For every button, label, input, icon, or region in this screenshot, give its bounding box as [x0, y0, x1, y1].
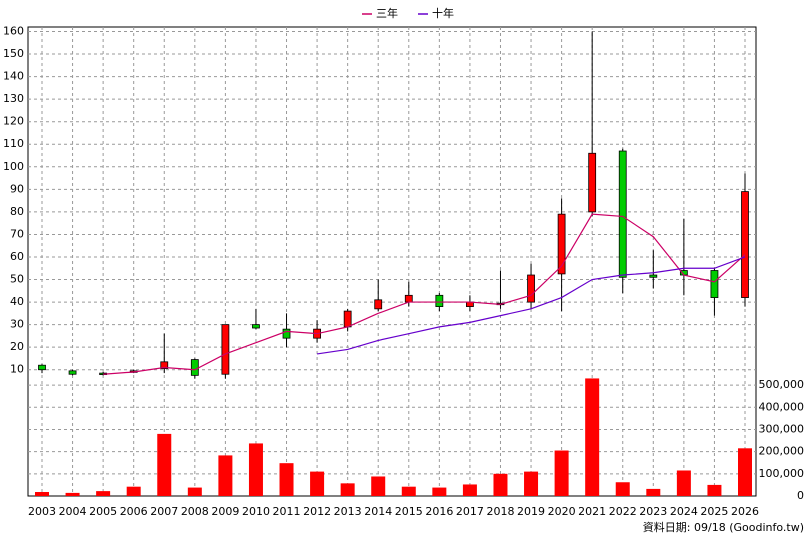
y2-tick-label: 200,000 — [759, 445, 805, 458]
y-tick-label: 130 — [3, 92, 24, 105]
volume-bar — [371, 476, 386, 496]
y-tick-label: 50 — [10, 273, 24, 286]
volume-bar — [340, 483, 355, 496]
y-tick-label: 120 — [3, 115, 24, 128]
x-tick-label: 2009 — [211, 505, 239, 518]
volume-bar — [279, 463, 294, 496]
x-tick-label: 2006 — [120, 505, 148, 518]
ma-line — [316, 256, 746, 355]
volume-bar — [187, 487, 202, 496]
volume-bar — [432, 487, 447, 496]
volume-bar — [126, 486, 141, 496]
y2-tick-label: 400,000 — [759, 400, 805, 413]
y-tick-label: 160 — [3, 25, 24, 38]
footer: 資料日期: 09/18 (Goodinfo.tw) — [643, 520, 804, 534]
legend-label: 十年 — [432, 6, 454, 20]
x-tick-label: 2005 — [89, 505, 117, 518]
volume-bar — [248, 443, 263, 496]
candle-body — [160, 361, 169, 369]
candle-body — [618, 150, 627, 278]
x-tick-label: 2015 — [395, 505, 423, 518]
x-tick-label: 2022 — [609, 505, 637, 518]
y-tick-label: 80 — [10, 205, 24, 218]
candle-body — [435, 294, 444, 307]
volume-bar — [401, 486, 416, 496]
candle-body — [557, 213, 566, 275]
x-tick-label: 2024 — [670, 505, 698, 518]
y-tick-label: 30 — [10, 318, 24, 331]
volume-bar — [493, 473, 508, 496]
candle-body — [404, 294, 413, 303]
y-tick-label: 110 — [3, 137, 24, 150]
candle-body — [649, 274, 658, 278]
candle-body — [374, 299, 383, 310]
x-tick-label: 2023 — [639, 505, 667, 518]
volume-bar — [676, 470, 691, 496]
x-tick-label: 2017 — [456, 505, 484, 518]
volume-bar — [615, 482, 630, 496]
y-tick-label: 90 — [10, 182, 24, 195]
y2-tick-label: 100,000 — [759, 467, 805, 480]
x-tick-label: 2014 — [364, 505, 392, 518]
y-tick-label: 150 — [3, 47, 24, 60]
candle-body — [221, 324, 230, 375]
candle-body — [252, 324, 260, 329]
candle-body — [38, 364, 46, 371]
x-tick-label: 2003 — [28, 505, 56, 518]
candle-body — [343, 310, 352, 328]
candle-body — [588, 152, 597, 213]
x-tick-label: 2019 — [517, 505, 545, 518]
y-tick-label: 10 — [10, 363, 24, 376]
x-tick-label: 2007 — [150, 505, 178, 518]
candle-body — [527, 274, 535, 303]
volume-bar — [585, 378, 600, 496]
y-tick-label: 20 — [10, 340, 24, 353]
volume-bar — [524, 471, 539, 496]
x-tick-label: 2026 — [731, 505, 759, 518]
volume-bar — [96, 491, 111, 496]
y-tick-label: 140 — [3, 70, 24, 83]
x-tick-label: 2020 — [548, 505, 576, 518]
candle-body — [710, 270, 719, 298]
volume-bar — [707, 484, 722, 496]
candle-body — [741, 191, 749, 298]
y2-tick-label: 0 — [797, 489, 804, 502]
x-tick-label: 2025 — [700, 505, 728, 518]
candle-body — [282, 328, 291, 339]
legend-label: 三年 — [376, 6, 398, 20]
x-tick-label: 2004 — [59, 505, 87, 518]
candle-body — [190, 359, 199, 376]
x-tick-label: 2013 — [334, 505, 362, 518]
x-tick-label: 2010 — [242, 505, 270, 518]
y-tick-label: 40 — [10, 295, 24, 308]
volume-bar — [310, 471, 325, 496]
y-tick-label: 100 — [3, 160, 24, 173]
volume-bar — [738, 448, 752, 496]
x-tick-label: 2018 — [486, 505, 514, 518]
x-tick-label: 2012 — [303, 505, 331, 518]
x-tick-label: 2011 — [273, 505, 301, 518]
volume-bar — [218, 455, 233, 496]
plot-frame — [27, 26, 757, 497]
volume-bar — [35, 492, 49, 496]
y-tick-label: 60 — [10, 250, 24, 263]
y-tick-label: 70 — [10, 227, 24, 240]
volume-bar — [554, 450, 569, 496]
ma-line — [103, 213, 746, 375]
y2-tick-label: 300,000 — [759, 422, 805, 435]
x-tick-label: 2016 — [425, 505, 453, 518]
volume-bar — [157, 433, 172, 496]
x-tick-label: 2021 — [578, 505, 606, 518]
volume-bar — [646, 488, 661, 496]
candle-body — [68, 370, 77, 375]
x-tick-label: 2008 — [181, 505, 209, 518]
y2-tick-label: 500,000 — [759, 378, 805, 391]
volume-bar — [462, 484, 477, 496]
volume-bar — [65, 492, 80, 496]
